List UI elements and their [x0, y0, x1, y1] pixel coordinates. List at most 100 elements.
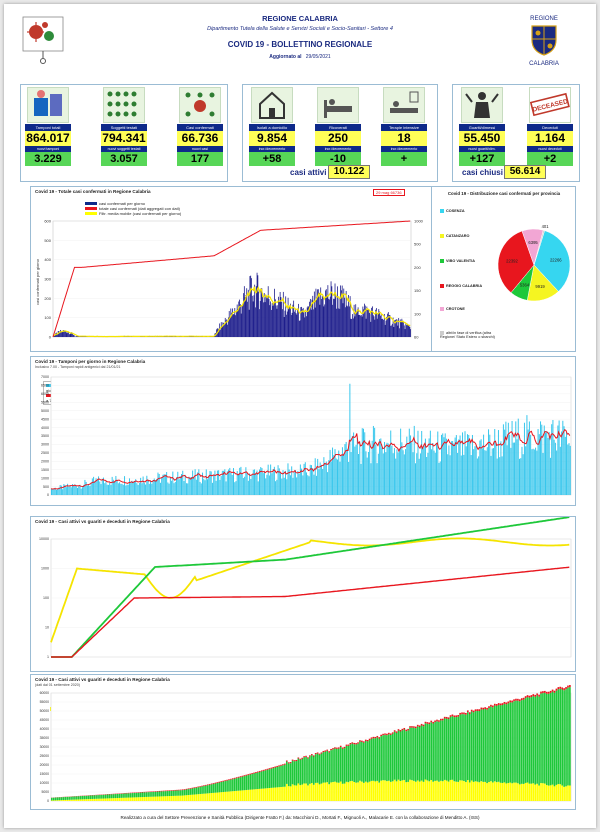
y-tick-label: 30000 — [40, 745, 50, 749]
daily-tests-bar — [545, 432, 546, 495]
kpi-sub-value: +2 — [527, 152, 573, 166]
daily-cases-bar — [227, 324, 229, 337]
moving-average-line — [52, 286, 411, 338]
daily-tests-bar — [293, 472, 295, 495]
daily-tests-bar — [341, 447, 343, 495]
deceased-bar — [332, 748, 334, 750]
recovered-bar — [203, 786, 205, 794]
daily-tests-bar — [136, 483, 138, 495]
pie-slice — [533, 229, 545, 266]
daily-tests-bar — [267, 464, 269, 495]
daily-tests-bar — [340, 455, 342, 495]
daily-cases-bar — [323, 306, 325, 337]
y-tick-label: 0 — [47, 799, 49, 803]
active-cases-bar — [517, 783, 519, 801]
daily-tests-bar — [348, 461, 350, 495]
active-cases-bar — [158, 796, 161, 801]
active-cases-bar — [93, 798, 96, 801]
daily-tests-bar — [360, 463, 362, 495]
recovered-bar — [85, 795, 88, 800]
daily-cases-bar — [283, 316, 285, 337]
daily-cases-bar — [273, 303, 275, 337]
lab-icon — [27, 87, 69, 123]
daily-tests-bar — [485, 450, 487, 495]
deceased-bar — [393, 730, 396, 732]
deceased-bar — [482, 707, 485, 710]
deceased-bar — [363, 741, 365, 743]
recovered-bar — [120, 793, 122, 798]
recovered-bar — [103, 794, 105, 799]
deceased-bar — [395, 731, 398, 733]
daily-cases-bar — [313, 291, 315, 337]
recovered-bar — [486, 709, 488, 784]
recovered-bar — [222, 781, 225, 793]
daily-tests-bar — [297, 470, 299, 495]
daily-cases-bar — [243, 286, 245, 337]
active-cases-bar — [330, 782, 332, 801]
deceased-bar — [203, 785, 205, 787]
daily-cases-bar — [254, 284, 256, 337]
active-cases-bar — [131, 797, 134, 801]
recovered-bar — [124, 793, 126, 798]
house-icon — [251, 87, 293, 123]
daily-tests-bar — [273, 466, 275, 495]
recovered-bar — [259, 771, 261, 789]
kpi-value: 250 — [315, 131, 361, 146]
deceased-bar — [420, 723, 423, 726]
deceased-bar — [451, 714, 454, 717]
active-cases-bar — [484, 781, 486, 801]
daily-tests-bar — [298, 473, 300, 495]
deceased-bar — [326, 749, 329, 751]
deceased-bar — [312, 755, 315, 757]
daily-cases-bar — [248, 309, 250, 337]
recovered-bar — [122, 793, 124, 798]
active-cases-bar — [124, 797, 126, 801]
pie-legend-label: CATANZARO — [446, 234, 470, 238]
active-cases-bar — [137, 797, 140, 801]
active-cases-bar — [553, 786, 556, 801]
deceased-bar — [156, 791, 159, 792]
deceased-bar — [561, 687, 564, 690]
daily-tests-bar — [231, 474, 233, 495]
recovered-bar — [151, 791, 153, 797]
deceased-bar — [162, 790, 165, 792]
kpi-value: 18 — [381, 131, 427, 146]
daily-tests-bar — [199, 481, 201, 495]
deceased-bar — [555, 688, 558, 691]
active-cases-bar — [411, 780, 413, 801]
daily-tests-bar — [309, 464, 311, 495]
daily-tests-bar — [129, 478, 130, 495]
active-cases-bar — [233, 791, 236, 801]
daily-tests-bar — [225, 481, 227, 495]
active-cases-bar — [499, 782, 502, 801]
deceased-bar — [457, 715, 460, 717]
daily-tests-bar — [126, 484, 128, 495]
daily-tests-bar — [307, 475, 309, 495]
daily-cases-bar — [305, 316, 307, 337]
daily-tests-bar — [441, 434, 442, 495]
y-tick-label: 100 — [43, 596, 49, 600]
recovered-bar — [307, 758, 309, 786]
recovered-bar — [403, 729, 406, 780]
deceased-bar — [359, 740, 361, 742]
daily-tests-bar — [155, 480, 156, 495]
active-cases-bar — [260, 788, 263, 801]
active-cases-bar — [62, 800, 65, 801]
active-cases-bar — [216, 792, 219, 801]
deceased-bar — [199, 786, 201, 787]
daily-cases-bar — [62, 332, 64, 337]
daily-tests-bar — [353, 432, 355, 495]
daily-tests-bar — [549, 457, 551, 495]
daily-cases-bar — [284, 310, 286, 337]
recovered-bar — [443, 718, 446, 780]
daily-tests-bar — [320, 464, 322, 495]
pie-legend-label: REGGIO CALABRIA — [446, 284, 483, 288]
recovered-bar — [449, 716, 452, 780]
active-cases-bar — [52, 800, 55, 801]
daily-cases-bar — [339, 308, 341, 337]
deceased-bar — [422, 724, 425, 727]
legend-item: totale casi confermati (dati aggregati c… — [99, 206, 180, 211]
active-cases-bar — [247, 789, 250, 801]
chart3-title: Covid 19 - Casi attivi vs guariti e dece… — [35, 519, 170, 524]
deceased-bar — [370, 737, 373, 739]
